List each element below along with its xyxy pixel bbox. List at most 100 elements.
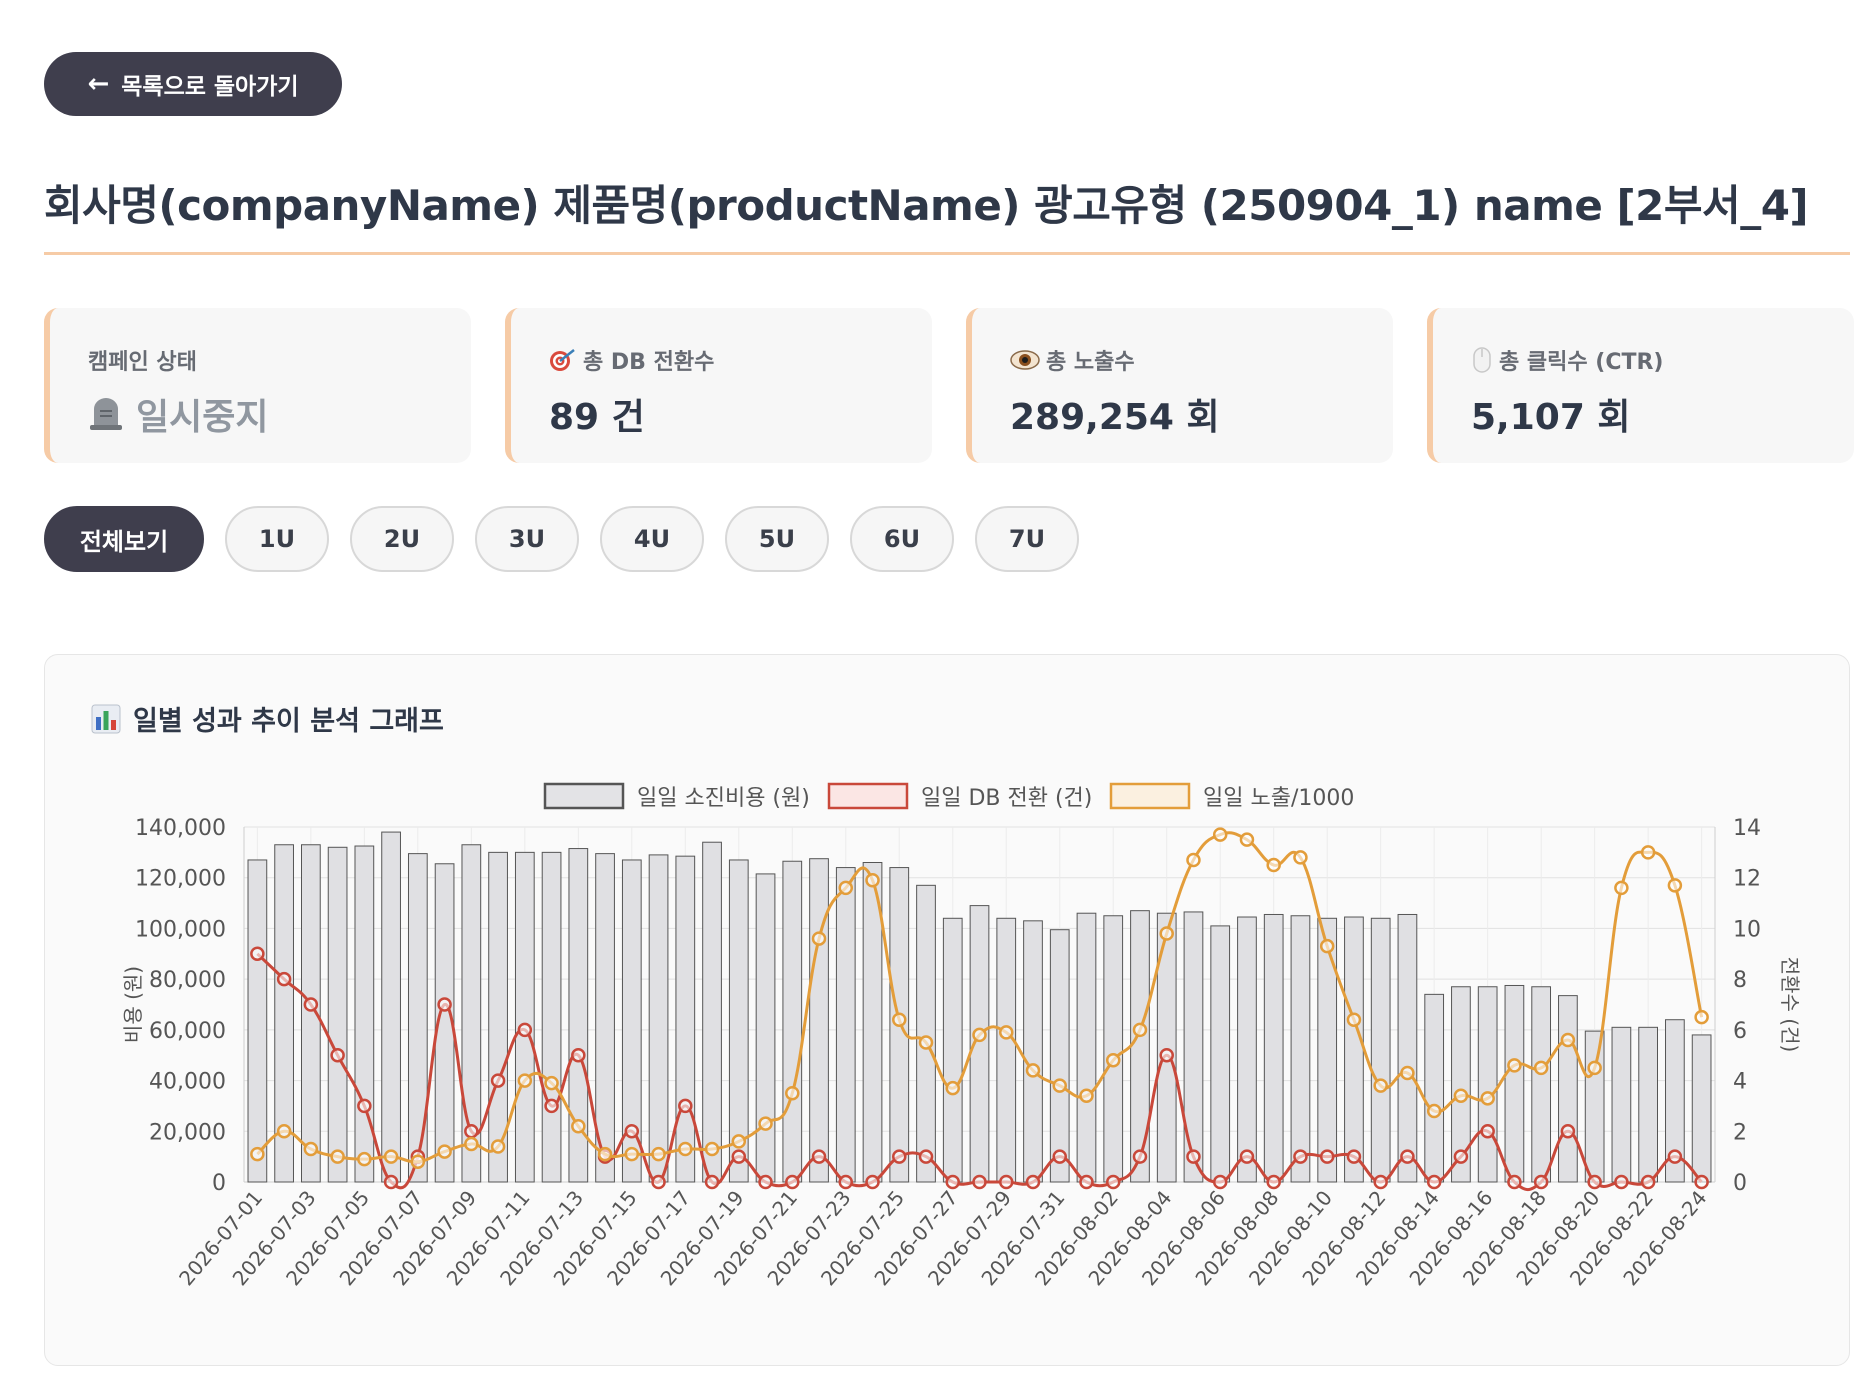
card-label: 총 노출수 [1010,344,1393,376]
impressions-point [383,1149,399,1164]
spend-bar [1611,1026,1632,1183]
y-tick-label: 40,000 [149,1070,226,1095]
spend-bar [354,845,375,1183]
card-value: 일시중지 [88,388,471,440]
spend-bar [835,867,856,1183]
db-conversion-point [998,1174,1014,1190]
impressions-point [1293,850,1308,865]
spend-bar [327,846,348,1183]
tab-all[interactable]: 전체보기 [44,506,204,572]
impressions-point [1426,1103,1442,1119]
db-conversion-point [276,971,292,987]
spend-bar [1076,912,1097,1183]
db-conversion-point [704,1174,720,1190]
impressions-point [1560,1032,1576,1048]
spend-bar [1103,915,1124,1183]
impressions-point [597,1146,613,1162]
impressions-point [303,1141,319,1157]
db-conversion-point [1587,1174,1602,1190]
impressions-point [1159,926,1174,941]
impressions-point [865,873,880,888]
legend-spend-swatch [543,782,625,810]
db-conversion-point [1266,1174,1281,1190]
db-conversion-point [624,1124,640,1139]
db-conversion-point [517,1022,533,1038]
spend-bar [1691,1034,1712,1183]
impressions-point [838,880,854,896]
y-tick-label: 0 [212,1171,226,1196]
impressions-point [1346,1012,1362,1027]
tab-3u[interactable]: 3U [475,506,579,572]
spend-bar [702,841,722,1183]
db-conversion-point [1132,1149,1148,1164]
db-conversion-point [678,1098,693,1114]
tab-1u[interactable]: 1U [225,506,329,572]
tab-2u[interactable]: 2U [350,506,454,572]
db-conversion-point [1373,1174,1388,1190]
impressions-point [517,1073,533,1088]
y-tick-label: 120,000 [135,867,226,892]
impressions-point [1132,1022,1148,1038]
db-conversion-point [1453,1149,1469,1164]
spend-bar [755,873,776,1183]
db-conversion-value: 89 건 [549,397,645,438]
impressions-point [892,1012,907,1027]
clicks-card: 총 클릭수 (CTR) 5,107 회 [1427,308,1854,463]
db-conversion-point [1052,1149,1067,1164]
spend-bar [1424,993,1445,1183]
impressions-point [1640,845,1656,860]
db-conversion-point [464,1124,479,1139]
spend-bar [434,863,455,1183]
tombstone-icon [90,398,122,430]
db-conversion-point [1159,1047,1174,1063]
y-axis-title: 비용 (원) [121,966,145,1043]
impressions-point [330,1149,345,1164]
db-conversion-point [383,1174,399,1190]
db-conversion-point [490,1073,506,1088]
db-conversion-point [1667,1149,1683,1164]
spend-bar [1156,912,1177,1183]
legend-impressions-label: 일일 노출/1000 [1203,786,1354,811]
impressions-point [1079,1088,1094,1104]
tab-4u[interactable]: 4U [600,506,704,572]
legend-db-conversion-label: 일일 DB 전환 (건) [921,786,1092,811]
db-conversion-point [1319,1149,1335,1164]
y2-tick-label: 4 [1733,1070,1747,1095]
title-divider [44,252,1850,255]
db-conversion-point [303,997,319,1012]
y2-tick-label: 8 [1733,968,1747,993]
spend-bar [1397,913,1418,1183]
impressions-point [571,1118,586,1134]
spend-bar [1638,1026,1658,1183]
spend-bar [407,853,428,1183]
db-conversion-point [1293,1149,1308,1164]
spend-bar [274,844,294,1183]
spend-bar [1237,916,1257,1183]
impressions-point [704,1141,720,1157]
spend-bar [1531,986,1552,1183]
mouse-icon [1473,347,1491,373]
db-conversion-point [1212,1174,1228,1190]
daily-performance-chart: 0 20,000 40,000 60,000 80,000 100,000 120,000 1… [121,782,1802,1290]
db-conversion-point [785,1174,800,1190]
impressions-point [731,1134,747,1149]
y-tick-label: 60,000 [149,1019,226,1044]
back-to-list-button[interactable]: ← 목록으로 돌아가기 [44,52,342,116]
tab-6u[interactable]: 6U [850,506,954,572]
db-conversion-point [1614,1174,1629,1190]
impressions-point [1667,878,1683,893]
impressions-point [1694,1009,1709,1025]
db-conversion-point [892,1149,907,1164]
db-conversion-point [1533,1174,1549,1190]
spend-bar [809,858,829,1183]
tab-5u[interactable]: 5U [725,506,829,572]
spend-bar [1370,917,1391,1183]
impressions-point [1507,1058,1522,1073]
impressions-point [464,1136,479,1152]
impressions-point [1266,857,1281,873]
db-conversion-point [731,1149,747,1164]
impressions-card: 총 노출수 289,254 회 [966,308,1393,463]
eye-icon [1010,350,1040,370]
impressions-point [972,1027,987,1043]
tab-7u[interactable]: 7U [975,506,1079,572]
